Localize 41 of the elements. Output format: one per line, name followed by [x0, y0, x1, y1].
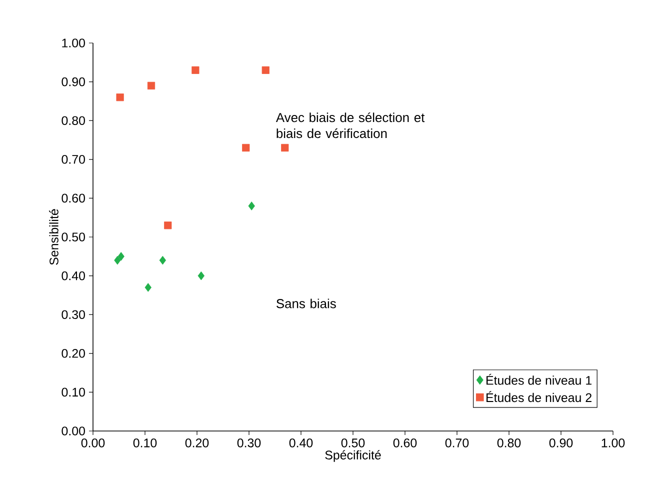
x-axis-title: Spécificité	[325, 450, 381, 462]
y-tick-label: 0.10	[62, 388, 85, 397]
y-tick-label: 0.40	[62, 271, 85, 280]
x-tick-label: 0.80	[497, 438, 521, 448]
point	[242, 144, 250, 152]
annotation: Sans biais	[276, 298, 336, 308]
x-tick-label: 0.10	[133, 438, 157, 448]
y-tick-label: 0.20	[62, 348, 85, 358]
x-tick-label: 0.50	[341, 438, 365, 448]
point	[116, 94, 124, 102]
y-tick-label: 0.00	[62, 426, 85, 436]
x-tick-label: 0.90	[549, 438, 573, 448]
point	[159, 256, 166, 265]
x-tick-label: 0.70	[445, 438, 469, 448]
x-tick-label: 0.40	[289, 438, 313, 448]
point	[164, 222, 172, 230]
x-tick-label: 0.60	[393, 438, 417, 448]
y-axis-title: Sensibilité	[49, 209, 58, 265]
y-tick-label: 0.30	[62, 310, 85, 320]
x-tick-label: 1.00	[602, 438, 625, 448]
point	[192, 66, 200, 74]
point	[118, 252, 124, 261]
annotation: Avec biais de sélection et biais de vérification	[276, 112, 425, 138]
x-tick-label: 0.20	[185, 438, 209, 448]
point	[248, 202, 255, 210]
y-tick-label: 0.80	[62, 116, 85, 126]
point	[281, 144, 289, 152]
x-tick-label: 0.30	[237, 438, 261, 448]
legend-label: Études de niveau 2	[486, 391, 592, 402]
point	[147, 82, 156, 90]
point	[114, 256, 121, 265]
y-tick-label: 0.70	[62, 154, 85, 164]
y-tick-label: 0.90	[62, 77, 85, 86]
y-tick-label: 0.60	[62, 194, 85, 203]
point	[144, 283, 152, 292]
y-tick-label: 1.00	[62, 38, 85, 48]
legend-label: Études de niveau 1	[486, 374, 592, 385]
y-tick-label: 0.50	[62, 232, 85, 242]
x-tick-label: 0.00	[81, 438, 105, 448]
point	[262, 66, 270, 74]
point	[198, 271, 205, 280]
